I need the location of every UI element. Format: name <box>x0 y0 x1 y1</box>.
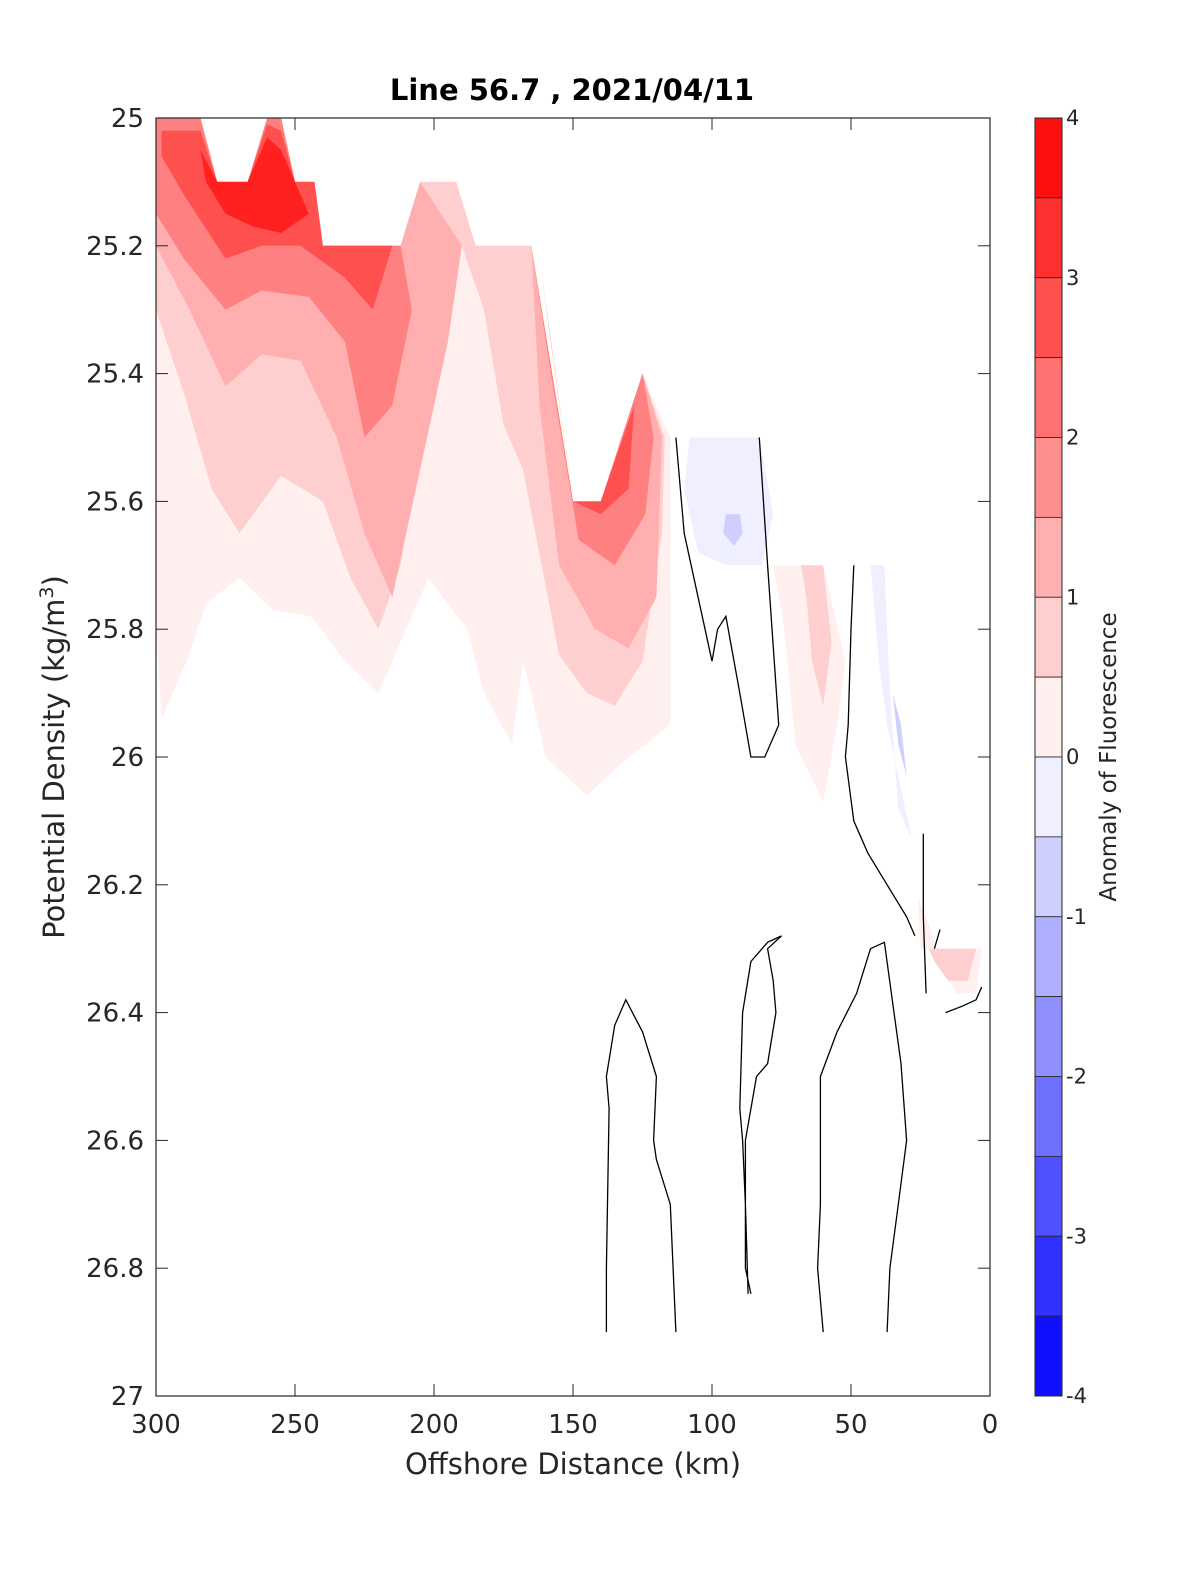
y-tick-label: 25.4 <box>86 360 144 390</box>
negative-anomaly-region <box>870 565 913 841</box>
y-axis-label: Potential Density (kg/m3) <box>36 575 71 939</box>
x-axis: 300 250 200 150 100 50 0 <box>131 118 998 1440</box>
negative-anomaly-region <box>723 514 743 547</box>
colorbar-segment <box>1034 996 1063 1077</box>
colorbar-segment <box>1034 516 1063 598</box>
colorbar-segment <box>1034 916 1063 998</box>
x-tick-label: 100 <box>687 1410 737 1440</box>
y-tick-label: 26.6 <box>86 1126 144 1156</box>
x-tick-label: 200 <box>409 1410 459 1440</box>
positive-anomaly-region <box>539 258 635 515</box>
contour-fill-layer <box>156 118 982 994</box>
colorbar-segment <box>1034 1076 1063 1157</box>
zero-contour-line <box>844 565 916 937</box>
colorbar-segment <box>1034 117 1063 199</box>
colorbar-segment <box>1034 437 1063 518</box>
colorbar-segment <box>1034 676 1063 758</box>
chart-title: Line 56.7 , 2021/04/11 <box>390 73 754 107</box>
colorbar-frame <box>1034 117 1063 1397</box>
y-tick-label: 26.4 <box>86 999 144 1029</box>
negative-anomaly-region <box>684 437 774 566</box>
negative-anomaly-region <box>892 693 907 777</box>
colorbar-segment <box>1034 1315 1063 1397</box>
y-tick-label: 25.6 <box>86 487 144 517</box>
y-tick-label: 25 <box>111 104 144 134</box>
colorbar-segment <box>1034 1235 1063 1317</box>
colorbar-segment <box>1034 836 1063 918</box>
colorbar-tick-label: -1 <box>1066 905 1087 929</box>
colorbar-label: Anomaly of Fluorescence <box>1096 612 1122 901</box>
x-tick-label: 150 <box>548 1410 598 1440</box>
colorbar-tick-label: -2 <box>1066 1065 1087 1089</box>
colorbar: 4 3 2 1 0 -1 -2 -3 -4 <box>1034 106 1087 1408</box>
zero-contour-line <box>945 986 983 1014</box>
x-tick-label: 50 <box>834 1410 867 1440</box>
colorbar-tick-label: 4 <box>1066 106 1079 130</box>
y-tick-label: 27 <box>111 1382 144 1412</box>
y-tick-label: 26.8 <box>86 1254 144 1284</box>
y-tick-label: 26 <box>111 743 144 773</box>
colorbar-segment <box>1034 1155 1063 1237</box>
zero-contour-line <box>816 941 908 1333</box>
zero-contour-line <box>739 935 782 1294</box>
colorbar-tick-label: 3 <box>1066 266 1079 290</box>
y-axis-label-superscript: 3 <box>36 586 58 598</box>
colorbar-tick-label: 0 <box>1066 745 1079 769</box>
positive-anomaly-region <box>801 565 832 706</box>
colorbar-segment <box>1034 596 1063 678</box>
colorbar-segment <box>1034 197 1063 279</box>
colorbar-segment <box>1034 357 1063 438</box>
colorbar-segment <box>1034 277 1063 359</box>
positive-anomaly-region <box>928 948 977 981</box>
zero-contour-line <box>675 437 780 758</box>
colorbar-tick-label: 2 <box>1066 426 1079 450</box>
colorbar-segment <box>1034 756 1063 838</box>
y-axis: 25 25.2 25.4 25.6 25.8 26 26.2 26.4 26.6 26.8 27 <box>86 104 990 1412</box>
positive-anomaly-region <box>531 245 662 649</box>
colorbar-tick-label: 1 <box>1066 585 1079 609</box>
y-axis-label-suffix: ) <box>37 575 71 586</box>
zero-contour-line <box>922 833 927 994</box>
x-tick-label: 0 <box>982 1410 999 1440</box>
positive-anomaly-region <box>200 137 309 233</box>
y-tick-label: 26.2 <box>86 871 144 901</box>
y-axis-label-base: Potential Density (kg/m <box>37 599 71 939</box>
y-tick-label: 25.2 <box>86 232 144 262</box>
x-axis-label: Offshore Distance (km) <box>405 1447 741 1481</box>
y-tick-label: 25.8 <box>86 615 144 645</box>
x-tick-label: 250 <box>270 1410 320 1440</box>
zero-contour-layer <box>605 437 983 1333</box>
colorbar-tick-label: -3 <box>1066 1224 1087 1248</box>
x-tick-label: 300 <box>131 1410 181 1440</box>
zero-contour-line <box>605 998 677 1333</box>
colorbar-tick-label: -4 <box>1066 1384 1087 1408</box>
zero-contour-line <box>933 929 941 949</box>
